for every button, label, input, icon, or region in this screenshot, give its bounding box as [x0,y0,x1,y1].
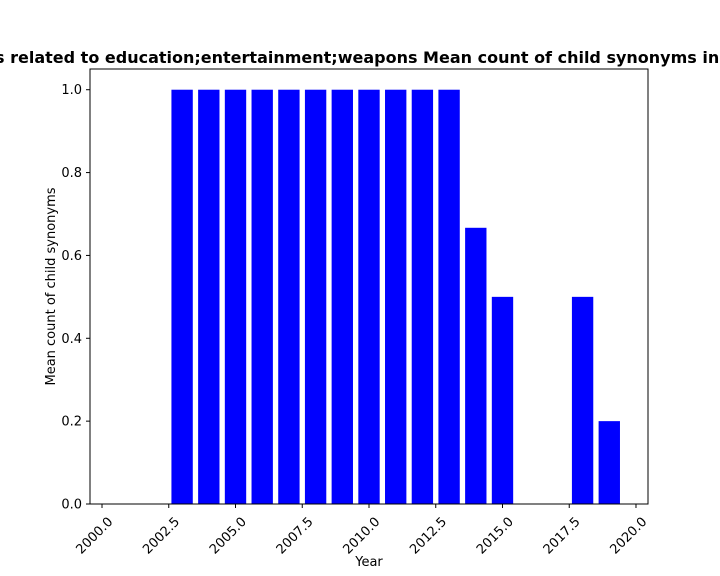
x-tick-label: 2017.5 [541,515,584,558]
bar-2013 [438,89,460,504]
bar-2015 [491,296,514,504]
chart-title: Patents related to education;entertainme… [0,48,720,67]
bar-2014 [465,227,487,504]
y-axis-label: Mean count of child synonyms [44,187,59,385]
x-tick-label: 2005.0 [207,515,250,558]
y-tick-label: 0.8 [61,166,82,181]
bar-2019 [598,421,620,504]
x-tick-label: 2002.5 [140,515,183,558]
bar-2003 [171,89,193,504]
bar-2006 [251,89,273,504]
y-tick-label: 0.6 [61,249,82,264]
bar-2018 [571,296,594,504]
bars-group [171,89,620,504]
bar-2010 [358,89,380,504]
x-axis-ticks: 2000.0 2002.5 2005.0 2007.5 2010.0 2012.5 2015… [73,504,650,557]
bar-2012 [411,89,434,504]
x-axis-label: Year [354,555,383,570]
x-tick-label: 2015.0 [474,515,517,558]
x-tick-label: 2000.0 [73,515,116,558]
y-axis-ticks: 0.0 0.2 0.4 0.6 0.8 1.0 [61,83,90,513]
bar-2005 [224,89,247,504]
x-tick-label: 2012.5 [407,515,450,558]
bar-2007 [278,89,300,504]
x-tick-label: 2020.0 [607,515,650,558]
y-tick-label: 0.0 [61,498,82,513]
y-tick-label: 1.0 [61,83,82,98]
y-tick-label: 0.4 [61,332,82,347]
y-tick-label: 0.2 [61,415,82,430]
x-tick-label: 2007.5 [274,515,317,558]
x-tick-label: 2010.0 [340,515,383,558]
bar-2004 [198,89,220,504]
bar-2011 [385,89,407,504]
bar-2008 [304,89,327,504]
bar-2009 [331,89,353,504]
